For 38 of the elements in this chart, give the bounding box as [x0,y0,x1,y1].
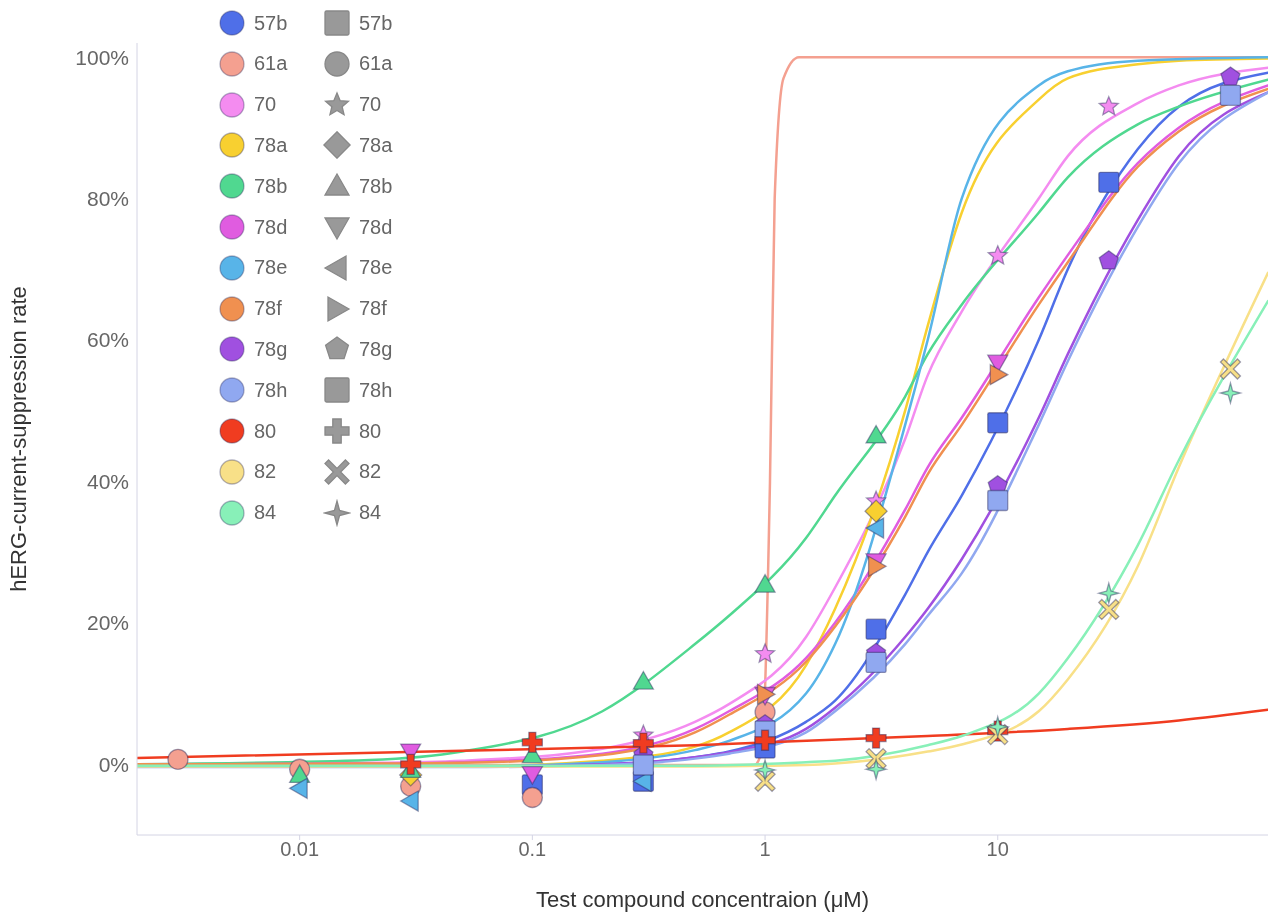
legend-label: 84 [254,501,277,525]
legend-label: 80 [254,419,277,443]
legend-label: 78f [254,297,282,321]
x-axis-title: Test compound concentraion (μM) [535,887,870,912]
y-tick-label: 100% [75,45,129,69]
text: 80 [359,419,382,442]
legend-label: 70 [254,93,277,117]
y-tick-label: 40% [86,469,129,493]
text: 82 [359,460,382,483]
legend-label: 78d [254,215,288,239]
text: 84 [359,501,382,524]
text: 78a [359,133,393,156]
y-tick-label: 20% [86,611,129,635]
legend-label: 78e [254,256,288,280]
y-tick-label: 80% [86,187,129,211]
legend-label: 78a [254,133,288,157]
text: 70 [359,93,382,116]
text: 78d [359,215,393,238]
text: 61a [359,52,393,75]
x-tick-label: 1 [759,838,771,861]
text: 78h [359,378,393,401]
text: 57b [359,11,393,34]
x-tick-label: 0.01 [280,838,320,861]
legend-label: 78b [254,174,288,198]
legend-label: 78g [254,337,288,361]
y-tick-label: 60% [86,328,129,352]
y-tick-label: 0% [98,752,129,776]
x-tick-label: 10 [986,838,1009,861]
legend-label: 61a [254,52,288,76]
legend-label: 78h [254,378,288,402]
legend-label: 57b [254,11,288,35]
x-tick-label: 0.1 [518,838,547,861]
legend-label: 82 [254,460,277,484]
text: 78e [359,256,393,279]
text: 78b [359,174,393,197]
y-axis-title: hERG-current-suppression rate [5,286,31,592]
text: 78f [359,297,387,320]
text: 78g [359,337,393,360]
